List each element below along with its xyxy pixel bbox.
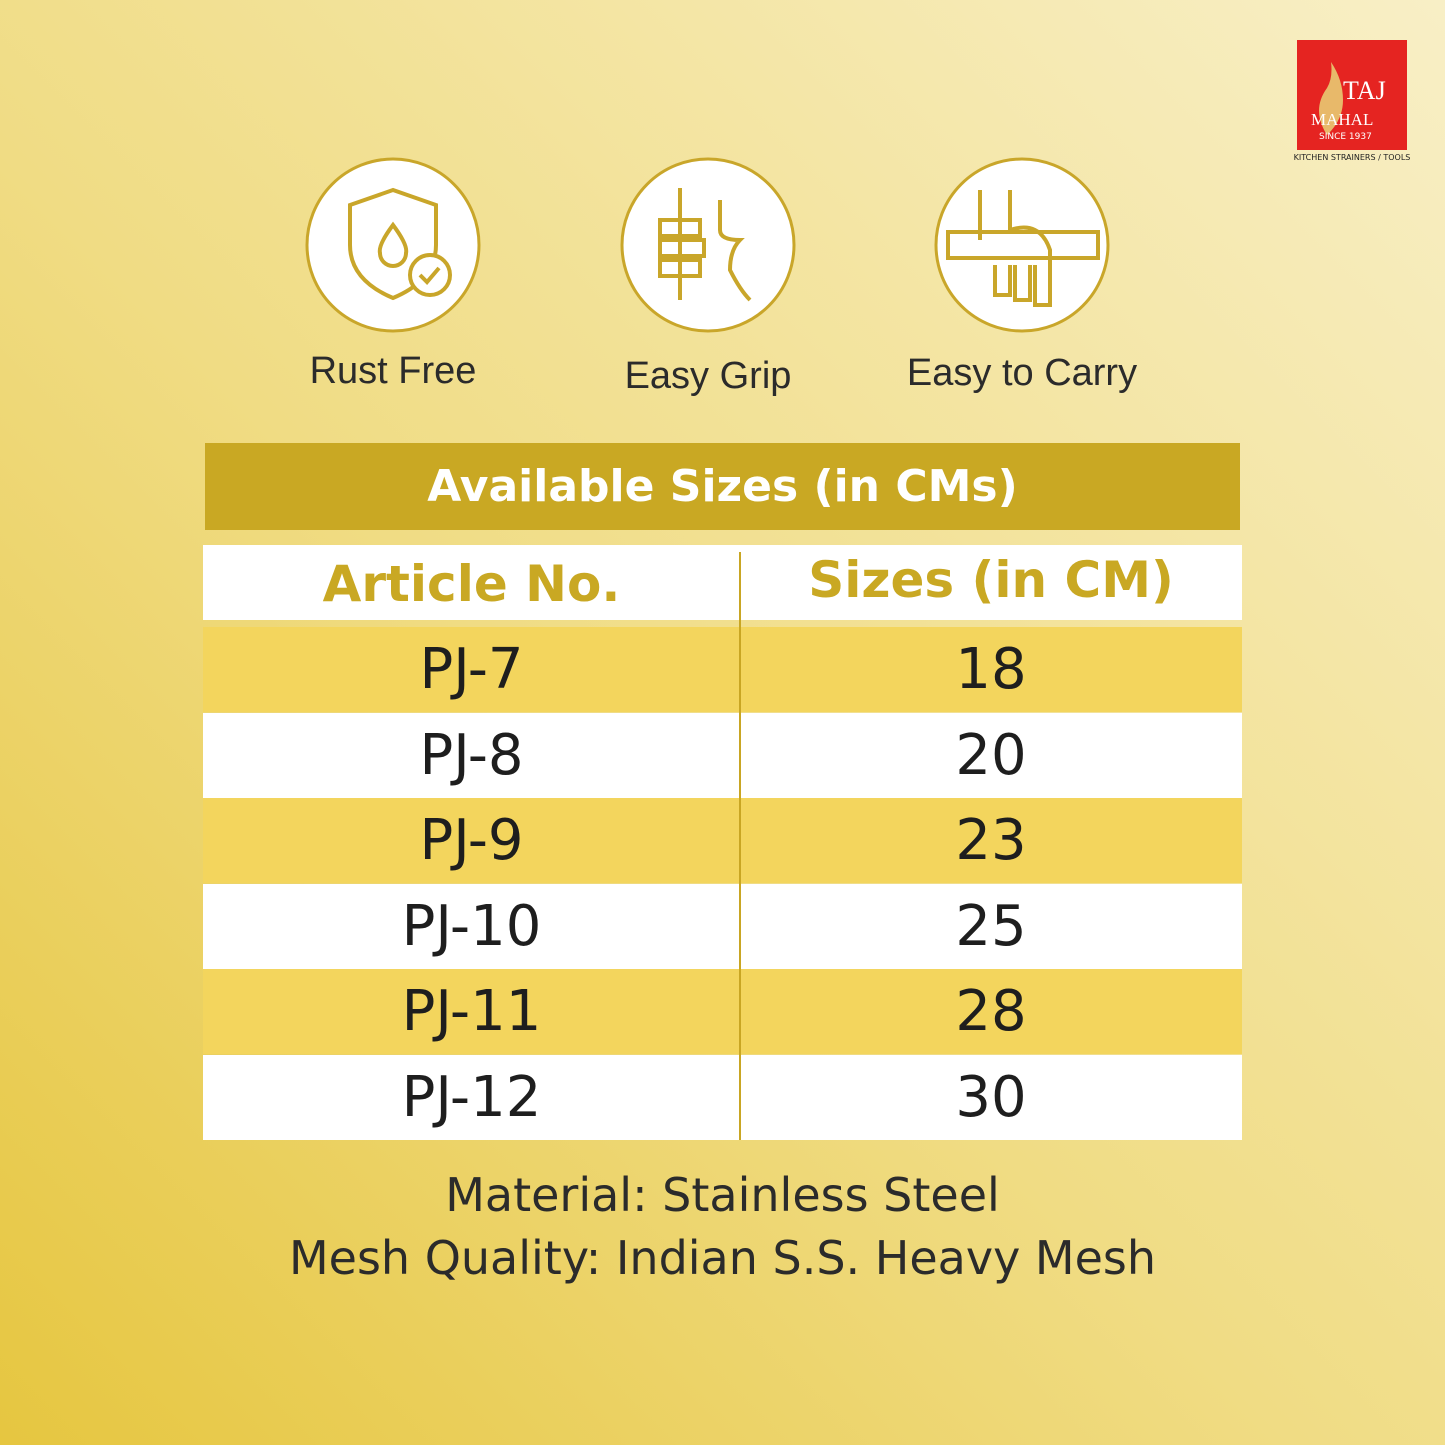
size-cell: 30 xyxy=(955,1064,1027,1130)
article-cell: PJ-8 xyxy=(419,722,524,788)
feature-label: Rust Free xyxy=(309,350,477,392)
table-title: Available Sizes (in CMs) xyxy=(205,443,1240,530)
size-cell: 20 xyxy=(955,722,1027,788)
feature-label: Easy Grip xyxy=(624,355,792,397)
table-row: PJ-11 28 xyxy=(203,969,1242,1054)
article-cell: PJ-12 xyxy=(401,1064,542,1130)
header-cell: Article No. xyxy=(322,555,621,613)
size-cell: 28 xyxy=(955,979,1027,1044)
logo-mahal: MAHAL xyxy=(1311,110,1374,129)
logo-since: SINCE 1937 xyxy=(1319,132,1372,142)
column-divider xyxy=(739,552,741,1140)
size-cell: 18 xyxy=(955,637,1027,702)
size-cell: 23 xyxy=(955,808,1027,873)
logo-box: TAJ MAHAL SINCE 1937 xyxy=(1297,40,1407,150)
logo-taj: TAJ xyxy=(1343,76,1386,105)
table-row: PJ-9 23 xyxy=(203,798,1242,883)
logo-tagline: KITCHEN STRAINERS / TOOLS xyxy=(1293,153,1411,162)
article-cell: PJ-9 xyxy=(419,808,524,873)
article-cell: PJ-7 xyxy=(419,637,524,702)
table-row: PJ-7 18 xyxy=(203,627,1242,712)
article-cell: PJ-10 xyxy=(401,893,542,959)
feature-icons xyxy=(305,157,1110,333)
logo-dome xyxy=(1319,62,1343,135)
table-row: PJ-8 20 xyxy=(203,712,1242,798)
table-header: Article No. Sizes (in CM) xyxy=(203,545,1242,620)
size-cell: 25 xyxy=(955,893,1027,959)
table-row: PJ-12 30 xyxy=(203,1054,1242,1140)
footer-material: Material: Stainless Steel xyxy=(445,1168,1000,1222)
header-cell: Sizes (in CM) xyxy=(808,551,1174,609)
article-cell: PJ-11 xyxy=(401,979,542,1044)
feature-label: Easy to Carry xyxy=(906,352,1138,394)
footer-mesh: Mesh Quality: Indian S.S. Heavy Mesh xyxy=(288,1231,1157,1285)
table-row: PJ-10 25 xyxy=(203,883,1242,969)
